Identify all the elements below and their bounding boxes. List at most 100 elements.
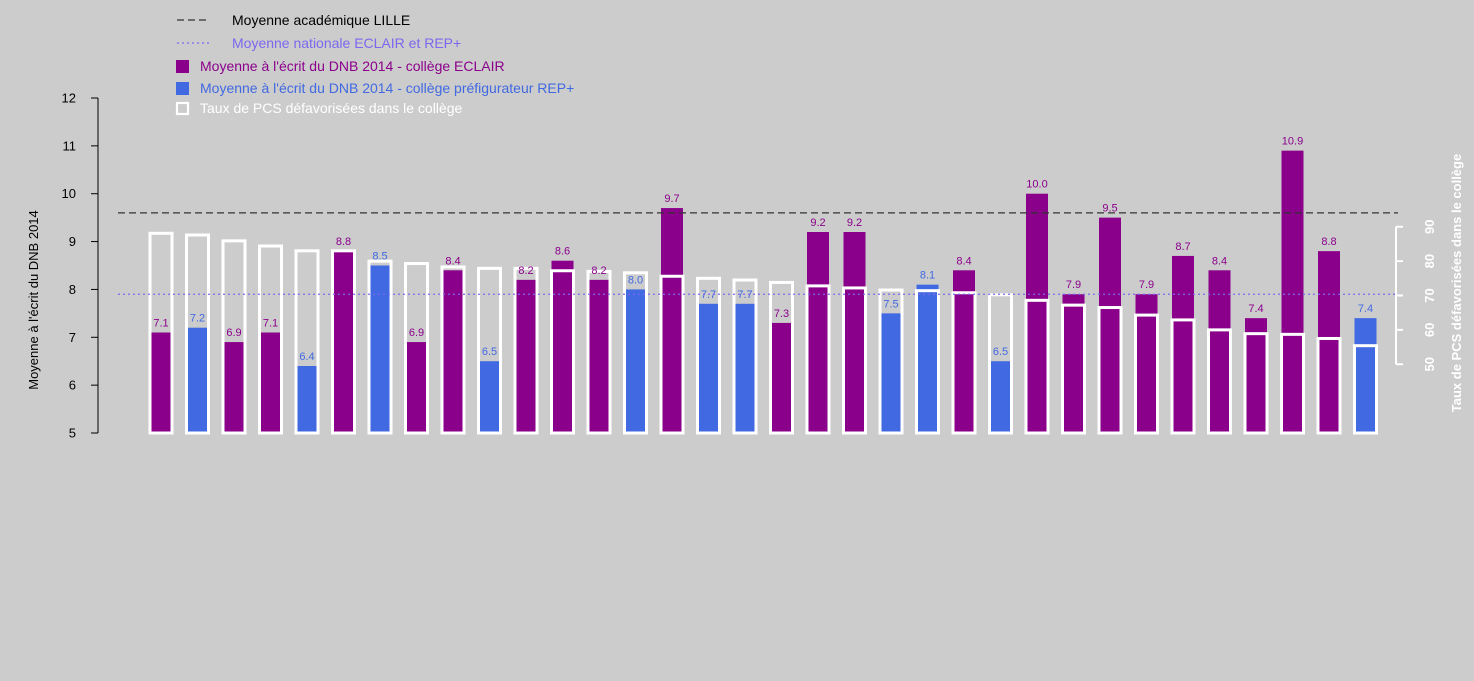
bar-rep <box>296 366 318 433</box>
y-tick-label: 10 <box>62 186 76 201</box>
bar-value-label: 10.9 <box>1282 136 1303 148</box>
pcs-outline <box>550 269 575 435</box>
bar-value-label: 8.8 <box>1321 236 1336 248</box>
bar-value-label: 8.5 <box>372 251 387 263</box>
bar-eclair <box>843 232 866 433</box>
pcs-outline <box>221 239 247 435</box>
bar-eclair <box>770 322 793 433</box>
pcs-outline <box>1170 318 1196 435</box>
bar-eclair <box>953 270 975 433</box>
pcs-outline <box>623 271 648 435</box>
legend-label: Moyenne académique LILLE <box>232 12 410 28</box>
pcs-outline <box>1134 313 1159 435</box>
bar-eclair <box>1062 294 1085 433</box>
legend-swatch-box <box>176 82 189 95</box>
bar-value-label: 7.9 <box>1139 279 1154 291</box>
bar-rep <box>1354 318 1377 433</box>
pcs-outline <box>659 274 685 435</box>
bar-value-label: 8.7 <box>1175 241 1190 253</box>
pcs-outline <box>951 291 977 435</box>
bar-value-label: 8.2 <box>591 265 606 277</box>
pcs-outline <box>148 231 174 435</box>
bar-rep <box>880 313 902 433</box>
bar-eclair <box>1318 251 1340 433</box>
bar-value-label: 7.9 <box>1066 279 1081 291</box>
pcs-outline <box>331 249 356 435</box>
bar-eclair <box>551 260 574 433</box>
pcs-outline <box>1280 332 1305 435</box>
bar-rep <box>989 361 1012 433</box>
bar-eclair <box>1135 294 1158 433</box>
pcs-outline <box>1097 306 1123 435</box>
y2-axis: 50 60 70 80 90 <box>1395 220 1437 371</box>
y-axis: 5 6 7 8 9 10 11 12 <box>62 91 99 441</box>
y2-tick-label: 70 <box>1422 288 1437 302</box>
y-tick-label: 9 <box>69 234 76 249</box>
pcs-outline <box>842 286 867 435</box>
bar-value-label: 8.4 <box>1212 255 1227 267</box>
pcs-outline <box>1061 303 1086 435</box>
legend: Moyenne académique LILLE Moyenne national… <box>175 12 574 116</box>
bar-value-label: 9.7 <box>664 193 679 205</box>
bar-value-label: 8.8 <box>336 236 351 248</box>
pcs-outline <box>367 259 393 435</box>
y2-tick-label: 90 <box>1422 220 1437 234</box>
bar-rep <box>916 284 939 433</box>
pcs-outline <box>1316 336 1342 435</box>
bar-eclair <box>807 232 829 433</box>
bar-rep <box>734 303 756 433</box>
bar-value-label: 8.4 <box>445 255 460 267</box>
bar-eclair <box>259 332 282 433</box>
bar-value-label: 7.1 <box>153 318 168 330</box>
bar-eclair <box>1172 255 1194 433</box>
bar-eclair <box>1208 270 1231 433</box>
pcs-outline <box>477 266 502 435</box>
bar-eclair <box>515 279 537 433</box>
legend-swatch-box <box>176 60 189 73</box>
y-tick-label: 8 <box>69 282 76 297</box>
bar-value-label: 9.5 <box>1102 203 1117 215</box>
legend-label: Taux de PCS défavorisées dans le collège <box>200 100 462 116</box>
bar-value-label: 7.4 <box>1358 303 1373 315</box>
bar-value-label: 7.1 <box>263 318 278 330</box>
bar-eclair <box>442 270 464 433</box>
pcs-outline <box>805 284 831 435</box>
legend-label: Moyenne à l'écrit du DNB 2014 - collège … <box>200 58 505 74</box>
pcs-outline <box>988 293 1013 435</box>
bar-value-label: 8.1 <box>920 270 935 282</box>
legend-swatch-outline <box>175 101 190 116</box>
reference-lines <box>118 212 1398 295</box>
legend-label: Moyenne à l'écrit du DNB 2014 - collège … <box>200 80 574 96</box>
y-tick-label: 6 <box>69 378 76 393</box>
bar-value-label: 6.5 <box>993 346 1008 358</box>
pcs-outline <box>915 289 940 435</box>
bar-value-label: 6.9 <box>409 327 424 339</box>
y2-axis-label: Taux de PCS défavorisées dans le collège <box>1449 154 1464 412</box>
bar-eclair <box>661 208 683 433</box>
bar-value-label: 10.0 <box>1026 179 1047 191</box>
pcs-outline <box>1207 328 1232 435</box>
pcs-outline <box>1243 332 1269 435</box>
y2-tick-label: 50 <box>1422 357 1437 371</box>
pcs-outline <box>769 280 794 435</box>
bar-value-label: 6.4 <box>299 351 314 363</box>
bar-eclair <box>1245 318 1267 433</box>
bar-eclair <box>223 342 245 433</box>
bar-rep <box>186 327 209 433</box>
bar-eclair <box>150 332 172 433</box>
y-axis-label: Moyenne à l'écrit du DNB 2014 <box>26 210 41 390</box>
bar-value-label: 8.0 <box>628 274 643 286</box>
pcs-outline <box>258 244 283 435</box>
bar-eclair <box>1099 217 1121 433</box>
pcs-outline <box>732 278 758 435</box>
bar-value-label: 7.4 <box>1248 303 1263 315</box>
bar-rep <box>369 265 391 433</box>
legend-label: Moyenne nationale ECLAIR et REP+ <box>232 35 461 51</box>
bar-value-label: 8.4 <box>956 255 971 267</box>
bar-value-label: 7.3 <box>774 308 789 320</box>
bar-value-label: 8.2 <box>518 265 533 277</box>
bar-rep <box>624 289 647 433</box>
y-tick-label: 7 <box>69 330 76 345</box>
y-tick-label: 12 <box>62 91 76 106</box>
bar-eclair <box>1026 193 1048 433</box>
